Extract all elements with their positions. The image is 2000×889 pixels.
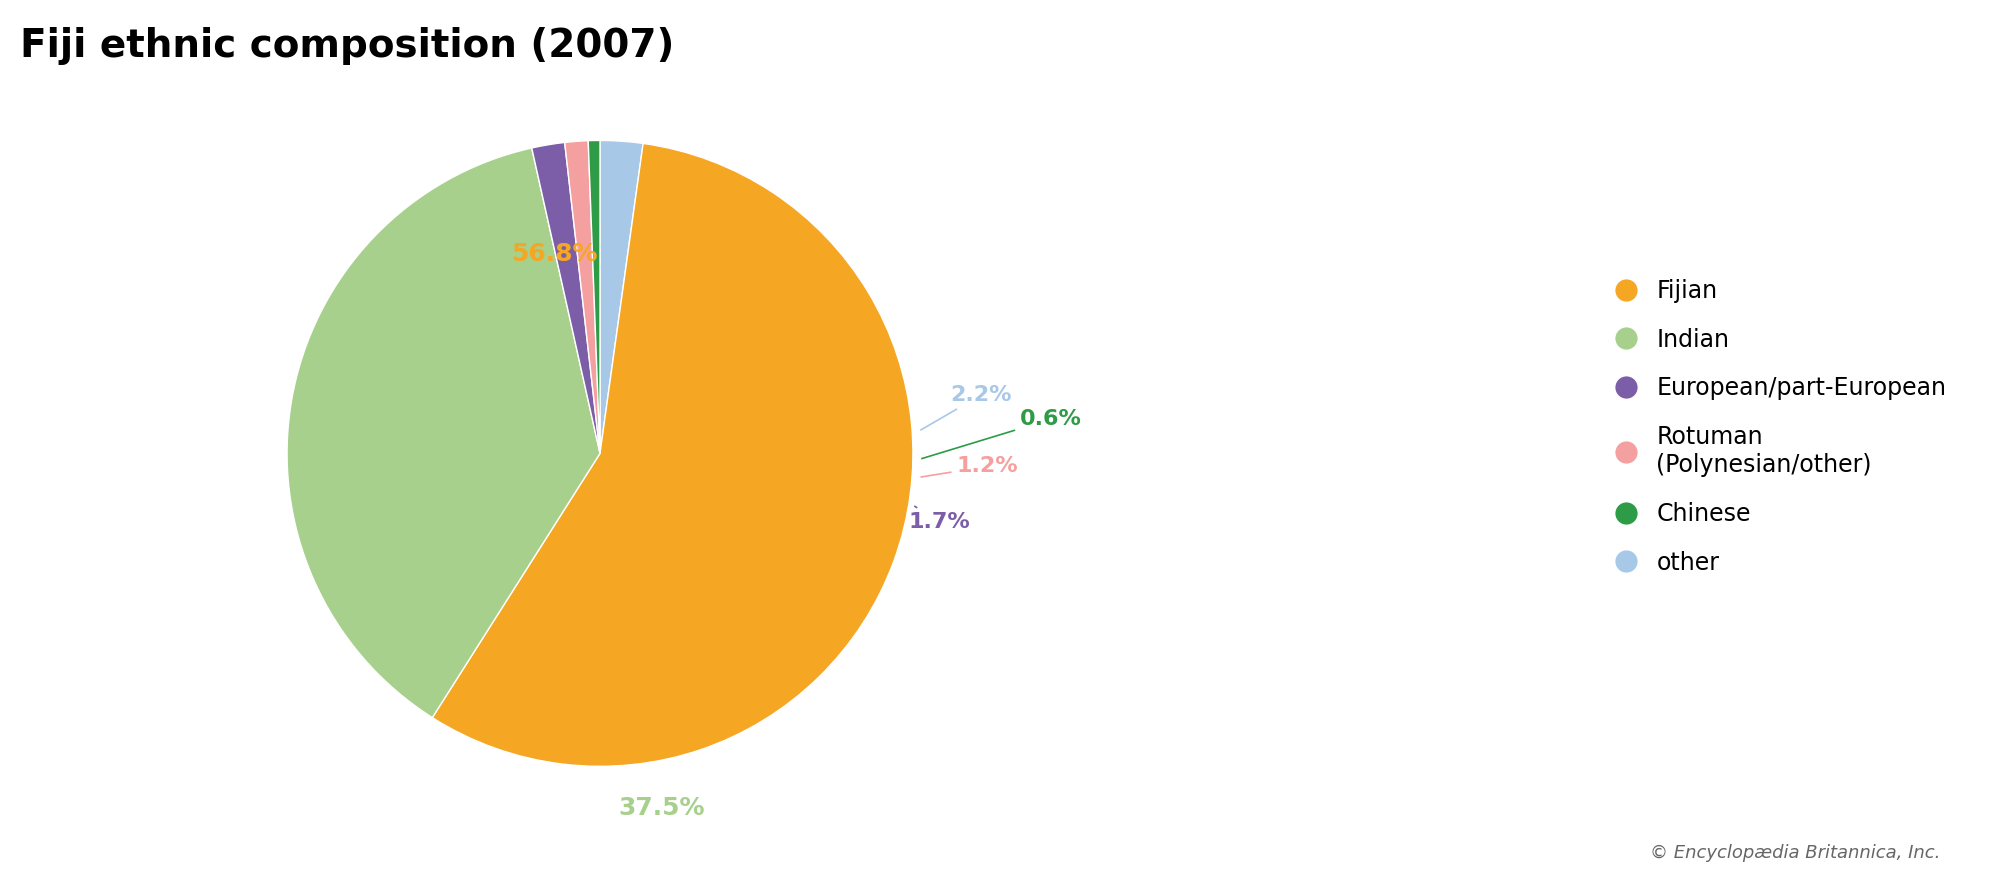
Text: 0.6%: 0.6% <box>922 409 1082 459</box>
Text: 1.7%: 1.7% <box>908 507 970 532</box>
Wedge shape <box>432 143 912 766</box>
Text: 37.5%: 37.5% <box>618 796 706 820</box>
Wedge shape <box>588 140 600 453</box>
Text: Fiji ethnic composition (2007): Fiji ethnic composition (2007) <box>20 27 674 65</box>
Wedge shape <box>600 140 644 453</box>
Text: 56.8%: 56.8% <box>512 242 598 266</box>
Wedge shape <box>532 142 600 453</box>
Legend: Fijian, Indian, European/part-European, Rotuman
(Polynesian/other), Chinese, oth: Fijian, Indian, European/part-European, … <box>1602 267 1958 587</box>
Text: 1.2%: 1.2% <box>922 456 1018 477</box>
Wedge shape <box>288 148 600 717</box>
Wedge shape <box>564 140 600 453</box>
Text: © Encyclopædia Britannica, Inc.: © Encyclopædia Britannica, Inc. <box>1650 845 1940 862</box>
Text: 2.2%: 2.2% <box>920 385 1012 430</box>
